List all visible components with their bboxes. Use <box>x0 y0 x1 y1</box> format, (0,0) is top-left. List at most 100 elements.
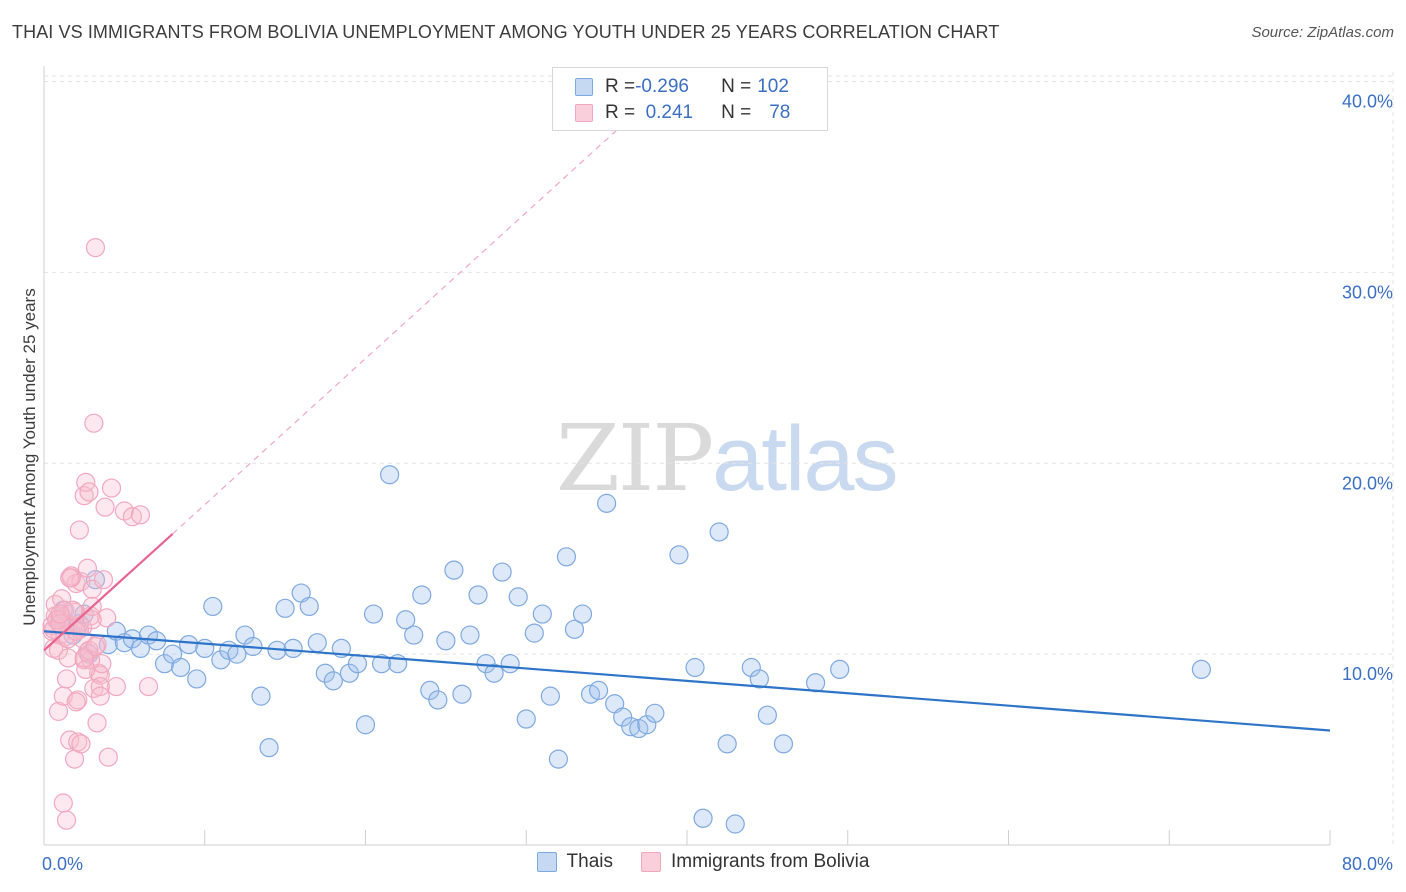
point-thais <box>757 705 777 725</box>
point-thais <box>187 669 207 689</box>
grid-lines <box>44 72 1395 845</box>
point-thais <box>669 545 689 565</box>
trend-line-bolivia <box>43 533 174 652</box>
point-thais <box>412 585 432 605</box>
point-thais <box>235 625 255 645</box>
point-thais <box>492 562 512 582</box>
point-thais <box>404 625 424 645</box>
point-bolivia <box>66 692 86 712</box>
series-thais-points <box>50 465 1212 834</box>
legend-row-bolivia: R = 0.241 N = 78 <box>553 100 790 126</box>
point-bolivia <box>79 482 99 502</box>
legend-swatch-bolivia <box>575 104 593 122</box>
trend-lines <box>43 109 1331 732</box>
tick-labels: 10.0% 20.0% 30.0% 40.0% 0.0% 80.0% <box>42 92 1393 874</box>
point-thais <box>540 686 560 706</box>
point-bolivia <box>48 701 69 721</box>
point-thais <box>371 654 392 674</box>
point-thais <box>508 587 528 607</box>
point-thais <box>452 684 472 704</box>
point-bolivia <box>60 568 80 588</box>
correlation-legend: R = -0.296 N = 102 R = 0.241 N = 78 <box>552 67 828 131</box>
point-bolivia <box>90 686 110 706</box>
point-thais <box>299 596 319 617</box>
y-tick-label: 30.0% <box>1342 282 1393 302</box>
series-bolivia-points <box>42 237 159 830</box>
point-bolivia <box>56 669 77 689</box>
point-thais <box>251 686 271 706</box>
watermark-zip: ZIP <box>556 405 714 512</box>
point-thais <box>428 690 448 710</box>
point-thais <box>532 604 552 624</box>
point-thais <box>685 657 705 678</box>
legend-row-thais: R = -0.296 N = 102 <box>553 74 789 100</box>
point-thais <box>355 715 376 735</box>
point-bolivia <box>93 570 114 590</box>
legend-item-bolivia[interactable]: Immigrants from Bolivia <box>640 851 870 873</box>
legend-label-thais: Thais <box>566 851 613 872</box>
legend-item-thais[interactable]: Thais <box>536 851 613 873</box>
legend-label-bolivia: Immigrants from Bolivia <box>670 851 870 872</box>
point-thais <box>588 680 609 701</box>
point-thais <box>637 715 657 735</box>
y-tick-label: 40.0% <box>1342 92 1393 112</box>
trend-line-bolivia-extension <box>172 109 640 535</box>
point-bolivia <box>74 648 94 668</box>
point-thais <box>380 465 400 485</box>
legend-r-label: R = <box>605 76 636 97</box>
point-thais <box>572 604 593 624</box>
chart-title: THAI VS IMMIGRANTS FROM BOLIVIA UNEMPLOY… <box>12 22 1000 42</box>
point-thais <box>283 638 303 659</box>
y-tick-label: 10.0% <box>1342 664 1393 684</box>
point-bolivia <box>87 713 107 733</box>
point-thais <box>444 560 464 580</box>
point-thais <box>460 625 480 645</box>
point-thais <box>645 703 665 723</box>
point-thais <box>500 654 520 674</box>
point-thais <box>323 671 343 691</box>
trend-line-thais <box>43 630 1331 732</box>
point-thais <box>805 673 826 693</box>
point-bolivia <box>85 636 106 657</box>
point-bolivia <box>106 676 126 697</box>
point-bolivia <box>101 478 122 498</box>
point-bolivia <box>58 648 78 668</box>
point-bolivia <box>68 732 88 752</box>
point-bolivia <box>63 600 83 620</box>
point-thais <box>436 631 456 651</box>
point-thais <box>259 738 279 758</box>
point-thais <box>773 734 794 754</box>
x-tick-label: 80.0% <box>1342 854 1393 874</box>
point-thais <box>749 669 769 689</box>
point-thais <box>524 623 544 643</box>
point-thais <box>741 657 761 678</box>
point-thais <box>484 663 504 683</box>
point-bolivia <box>95 497 115 517</box>
point-thais <box>347 654 368 674</box>
legend-swatch-thais <box>575 78 593 96</box>
series-legend: Thais Immigrants from Bolivia <box>0 851 1406 873</box>
point-bolivia <box>53 793 73 813</box>
legend-swatch-thais <box>536 852 557 872</box>
point-bolivia <box>56 810 77 830</box>
y-tick-label: 20.0% <box>1342 473 1393 493</box>
watermark-atlas: atlas <box>712 408 898 510</box>
point-thais <box>621 717 641 737</box>
point-thais <box>516 709 536 729</box>
point-bolivia <box>82 610 102 630</box>
legend-n-label: N = <box>721 76 752 97</box>
x-tick-label: 0.0% <box>42 854 83 874</box>
legend-swatch-bolivia <box>640 852 661 872</box>
point-thais <box>597 493 617 513</box>
point-bolivia <box>85 237 106 258</box>
point-thais <box>830 659 850 680</box>
point-thais <box>468 585 488 605</box>
point-bolivia <box>130 505 151 525</box>
point-bolivia <box>50 604 70 624</box>
point-bolivia <box>122 507 143 527</box>
point-thais <box>564 619 585 639</box>
point-bolivia <box>52 589 72 609</box>
point-bolivia <box>66 621 86 641</box>
axes <box>43 66 1331 846</box>
point-thais <box>203 596 223 617</box>
